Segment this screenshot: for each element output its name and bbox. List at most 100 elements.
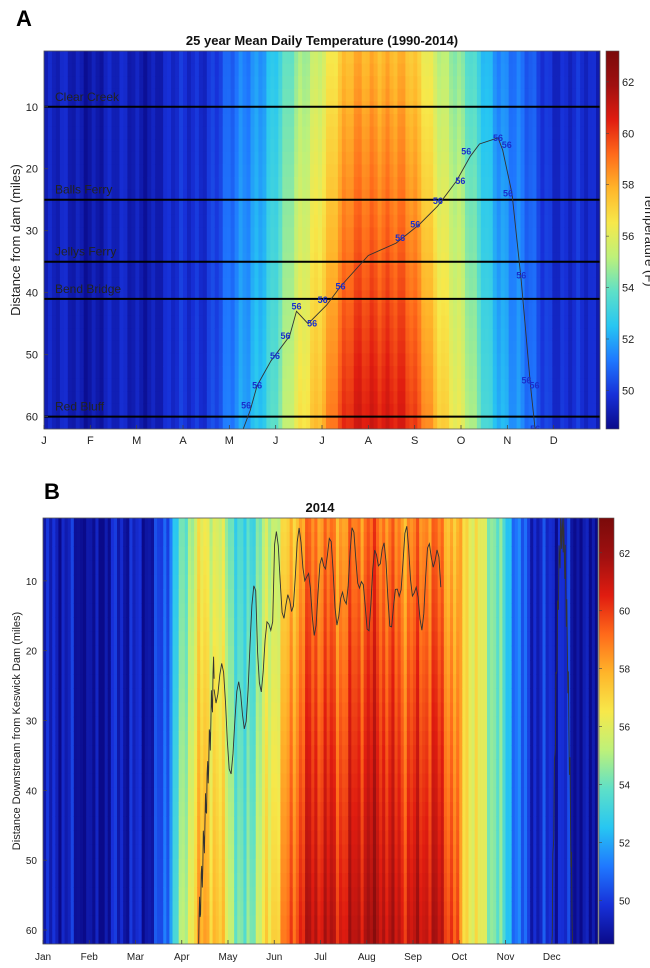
- heatmap-cell: [67, 101, 73, 115]
- heatmap-cell: [59, 290, 65, 304]
- heatmap-cell: [210, 303, 216, 317]
- heatmap-cell: [322, 416, 327, 429]
- site-label: Clear Creek: [55, 90, 120, 104]
- heatmap-cell: [131, 416, 136, 429]
- heatmap-cell: [198, 290, 204, 304]
- heatmap-cell: [58, 830, 63, 846]
- heatmap-cell: [222, 51, 228, 65]
- heatmap-cell: [365, 340, 371, 354]
- heatmap-cell: [560, 189, 565, 203]
- heatmap-cell: [345, 252, 351, 266]
- heatmap-cell: [143, 189, 148, 203]
- heatmap-cell: [73, 731, 78, 746]
- heatmap-cell: [425, 189, 430, 203]
- heatmap-cell: [302, 366, 307, 380]
- heatmap-cell: [64, 688, 69, 704]
- heatmap-cell: [95, 915, 100, 931]
- heatmap-cell: [381, 151, 387, 165]
- heatmap-cell: [333, 265, 339, 279]
- heatmap-cell: [89, 773, 93, 789]
- heatmap-cell: [151, 366, 156, 380]
- heatmap-cell: [306, 227, 311, 241]
- heatmap-cell: [55, 802, 60, 817]
- heatmap-cell: [206, 202, 212, 216]
- heatmap-cell: [171, 403, 176, 417]
- heatmap-cell: [222, 353, 228, 367]
- heatmap-cell: [113, 532, 118, 547]
- heatmap-cell: [274, 151, 279, 165]
- heatmap-cell: [373, 151, 379, 165]
- heatmap-cell: [70, 603, 75, 618]
- heatmap-cell: [369, 315, 375, 329]
- heatmap-cell: [472, 227, 478, 241]
- heatmap-cell: [98, 532, 103, 547]
- heatmap-cell: [51, 303, 57, 317]
- heatmap-cell: [314, 416, 319, 429]
- heatmap-cell: [86, 773, 90, 789]
- heatmap-cell: [461, 391, 466, 405]
- heatmap-cell: [238, 378, 244, 392]
- heatmap-cell: [186, 63, 192, 77]
- heatmap-cell: [580, 126, 585, 140]
- heatmap-cell: [413, 76, 418, 90]
- heatmap-cell: [393, 214, 399, 228]
- heatmap-cell: [433, 101, 438, 115]
- heatmap-cell: [421, 328, 426, 342]
- heatmap-cell: [55, 645, 60, 661]
- heatmap-cell: [365, 177, 371, 191]
- heatmap-cell: [171, 252, 176, 266]
- heatmap-cell: [449, 391, 454, 405]
- heatmap-cell: [377, 340, 383, 354]
- heatmap-cell: [357, 177, 363, 191]
- heatmap-cell: [484, 366, 490, 380]
- heatmap-cell: [278, 114, 283, 128]
- heatmap-cell: [389, 378, 395, 392]
- heatmap-cell: [47, 353, 53, 367]
- heatmap-cell: [373, 88, 379, 102]
- heatmap-cell: [461, 353, 466, 367]
- heatmap-cell: [425, 378, 430, 392]
- heatmap-cell: [504, 416, 510, 429]
- heatmap-cell: [159, 353, 164, 367]
- heatmap-cell: [596, 88, 600, 102]
- heatmap-cell: [508, 277, 514, 291]
- heatmap-cell: [80, 702, 84, 718]
- heatmap-cell: [540, 177, 545, 191]
- heatmap-cell: [58, 702, 63, 718]
- heatmap-cell: [159, 340, 164, 354]
- heatmap-cell: [179, 315, 184, 329]
- heatmap-cell: [103, 202, 109, 216]
- heatmap-cell: [536, 416, 542, 429]
- heatmap-cell: [413, 177, 418, 191]
- heatmap-cell: [385, 416, 391, 429]
- heatmap-cell: [75, 290, 81, 304]
- heatmap-cell: [242, 139, 248, 153]
- heatmap-cell: [325, 114, 331, 128]
- heatmap-cell: [333, 126, 339, 140]
- heatmap-cell: [92, 844, 97, 860]
- heatmap-cell: [397, 202, 403, 216]
- heatmap-cell: [44, 76, 49, 90]
- heatmap-cell: [290, 227, 295, 241]
- heatmap-cell: [95, 315, 101, 329]
- heatmap-cell: [393, 403, 399, 417]
- heatmap-cell: [369, 88, 375, 102]
- heatmap-cell: [592, 315, 597, 329]
- heatmap-cell: [584, 139, 589, 153]
- heatmap-cell: [572, 252, 577, 266]
- heatmap-cell: [202, 328, 208, 342]
- heatmap-cell: [337, 126, 343, 140]
- heatmap-cell: [464, 139, 470, 153]
- heatmap-cell: [115, 391, 121, 405]
- heatmap-cell: [564, 378, 569, 392]
- heatmap-cell: [596, 391, 600, 405]
- heatmap-cell: [409, 366, 414, 380]
- heatmap-cell: [409, 126, 414, 140]
- heatmap-cell: [377, 139, 383, 153]
- heatmap-cell: [159, 315, 164, 329]
- heatmap-cell: [214, 240, 220, 254]
- heatmap-cell: [47, 139, 53, 153]
- heatmap-cell: [274, 252, 279, 266]
- heatmap-cell: [155, 202, 160, 216]
- heatmap-cell: [560, 328, 565, 342]
